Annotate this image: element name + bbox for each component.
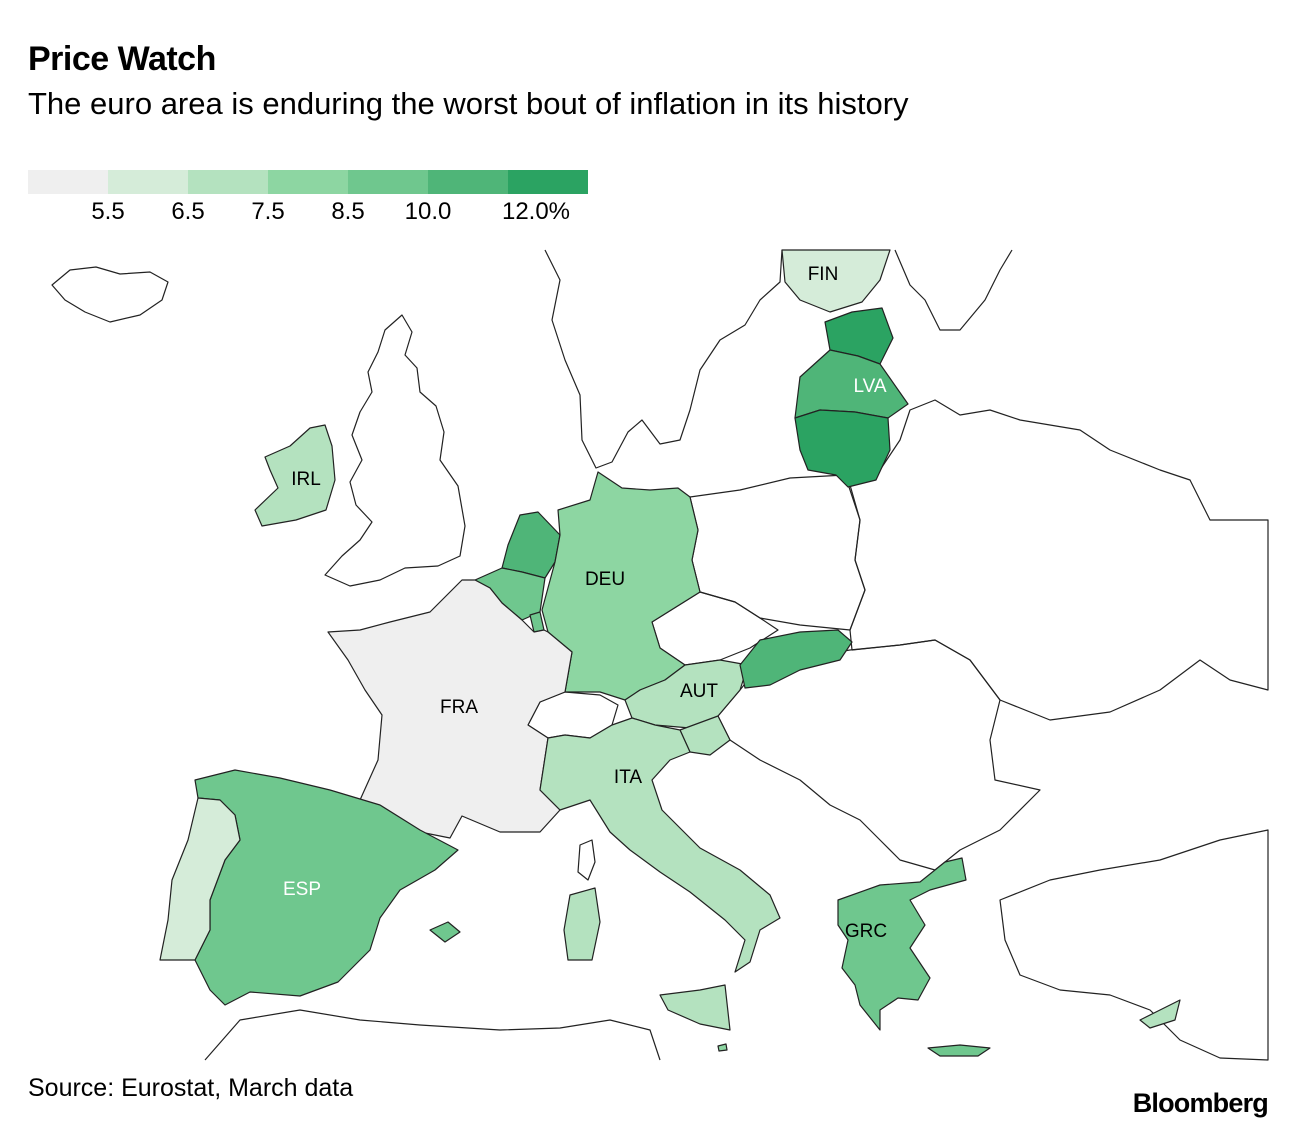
source-note: Source: Eurostat, March data [28, 1074, 354, 1102]
label-esp: ESP [283, 879, 321, 900]
legend-bin [508, 170, 588, 194]
country-mlt [717, 1043, 728, 1052]
chart-subtitle: The euro area is enduring the worst bout… [28, 86, 909, 121]
legend-color-bins [28, 170, 588, 194]
legend-tick: 7.5 [251, 198, 285, 225]
balkans-outline [717, 639, 1041, 871]
legend-tick: 12.0% [501, 198, 571, 225]
country-ita-sardinia [563, 887, 601, 961]
non-euro-outlines [51, 249, 1269, 1061]
country-fin [781, 249, 891, 313]
country-prt [159, 797, 241, 961]
country-ita [539, 717, 781, 973]
legend-bin [108, 170, 188, 194]
legend-tick: 8.5 [331, 198, 365, 225]
turkey-outline [999, 829, 1269, 1061]
country-svk [739, 629, 853, 689]
country-lux [529, 611, 545, 633]
legend-bin [268, 170, 348, 194]
iceland-outline [51, 266, 169, 323]
label-fin: FIN [808, 264, 839, 285]
legend-tick: 6.5 [171, 198, 205, 225]
country-ltu [794, 409, 891, 488]
poland-outline [689, 474, 866, 631]
label-aut: AUT [680, 681, 718, 702]
europe-map: FIN LVA IRL DEU FRA AUT ITA ESP GRC [51, 249, 1269, 1061]
label-deu: DEU [585, 569, 625, 590]
color-legend: 5.5 6.5 7.5 8.5 10.0 12.0% [28, 170, 588, 230]
country-irl [254, 424, 336, 527]
legend-bin [188, 170, 268, 194]
country-nld [501, 511, 561, 579]
country-cyp [1139, 999, 1181, 1029]
legend-bin [428, 170, 508, 194]
euro-area-countries [159, 249, 1181, 1057]
russia-karelia-outline [894, 249, 1013, 331]
country-labels: FIN LVA IRL DEU FRA AUT ITA ESP GRC [283, 264, 887, 942]
britain-outline [324, 314, 466, 587]
label-fra: FRA [440, 697, 478, 718]
legend-bin [348, 170, 428, 194]
bloomberg-logo: Bloomberg [1132, 1088, 1269, 1118]
label-irl: IRL [291, 469, 321, 490]
corsica-outline [577, 839, 596, 881]
country-grc-crete [927, 1044, 991, 1057]
country-lva [794, 349, 909, 419]
chart-title: Price Watch [28, 40, 216, 78]
legend-tick: 10.0 [404, 198, 452, 225]
country-ita-sicily [659, 984, 731, 1031]
legend-tick: 5.5 [91, 198, 125, 225]
country-deu [541, 471, 701, 701]
eastern-europe-outline [849, 399, 1269, 721]
north-africa-outline [204, 1009, 661, 1061]
label-ita: ITA [614, 767, 642, 788]
legend-tick-labels: 5.5 6.5 7.5 8.5 10.0 12.0% [28, 194, 588, 225]
legend-bin [28, 170, 108, 194]
label-grc: GRC [845, 921, 887, 942]
scandinavia-outline [544, 249, 783, 469]
country-grc [837, 857, 967, 1031]
label-lva: LVA [853, 376, 886, 397]
country-esp-baleares [429, 921, 461, 943]
